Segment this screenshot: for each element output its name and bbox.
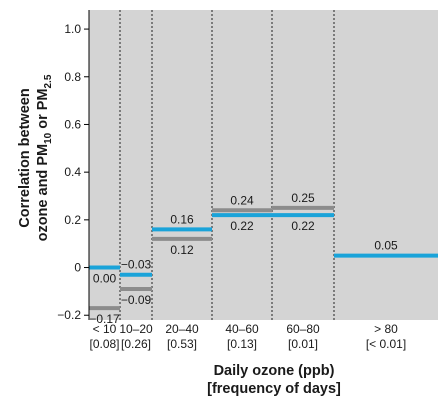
y-tick-label: 0 xyxy=(74,261,81,275)
x-category-frequency: [< 0.01] xyxy=(366,337,406,351)
y-axis-title-line2: ozone and PM10 or PM2.5 xyxy=(35,74,54,241)
x-category-frequency: [0.13] xyxy=(227,337,257,351)
data-label: 0.12 xyxy=(170,243,194,257)
data-label: −0.09 xyxy=(121,293,152,307)
data-label: −0.03 xyxy=(121,258,152,272)
data-label: 0.16 xyxy=(170,212,194,226)
y-axis-title: Correlation between ozone and PM10 or PM… xyxy=(17,74,54,241)
x-category-range: 20–40 xyxy=(165,322,199,336)
x-axis-title-line1: Daily ozone (ppb) xyxy=(214,363,335,379)
data-label: 0.00 xyxy=(93,272,117,286)
x-category-range: < 10 xyxy=(93,322,117,336)
y-tick-label: 0.4 xyxy=(64,165,81,179)
y-tick-label: 0.2 xyxy=(64,213,81,227)
y-axis-title-line1: Correlation between xyxy=(17,88,33,227)
y-tick-label: −0.2 xyxy=(57,308,81,322)
y-tick-label: 1.0 xyxy=(64,22,81,36)
x-category-frequency: [0.08] xyxy=(89,337,119,351)
x-category-range: 40–60 xyxy=(225,322,259,336)
x-category-frequency: [0.01] xyxy=(288,337,318,351)
y-axis: 1.0 0.8 0.6 0.4 0.2 0 −0.2 xyxy=(57,10,90,322)
x-category-range: 60–80 xyxy=(286,322,320,336)
data-label: −0.17 xyxy=(89,312,120,326)
plot-background xyxy=(89,10,438,320)
x-axis-categories: < 10[0.08]10–20[0.26]20–40[0.53]40–60[0.… xyxy=(89,322,406,351)
series-bars: 0.00 −0.03 0.16 0.22 0.22 0.05 −0.17−0.09 0.12 0… xyxy=(89,191,438,326)
x-axis-title-line2: [frequency of days] xyxy=(207,381,341,397)
data-label: 0.22 xyxy=(230,219,254,233)
y-tick-label: 0.8 xyxy=(64,70,81,84)
x-category-frequency: [0.53] xyxy=(167,337,197,351)
data-label: 0.05 xyxy=(374,239,398,253)
x-category-frequency: [0.26] xyxy=(121,337,151,351)
data-label: 0.24 xyxy=(230,193,254,207)
data-label: 0.25 xyxy=(291,191,315,205)
data-label: 0.22 xyxy=(291,219,315,233)
x-category-range: 10–20 xyxy=(119,322,153,336)
x-category-range: > 80 xyxy=(374,322,398,336)
y-tick-label: 0.6 xyxy=(64,117,81,131)
